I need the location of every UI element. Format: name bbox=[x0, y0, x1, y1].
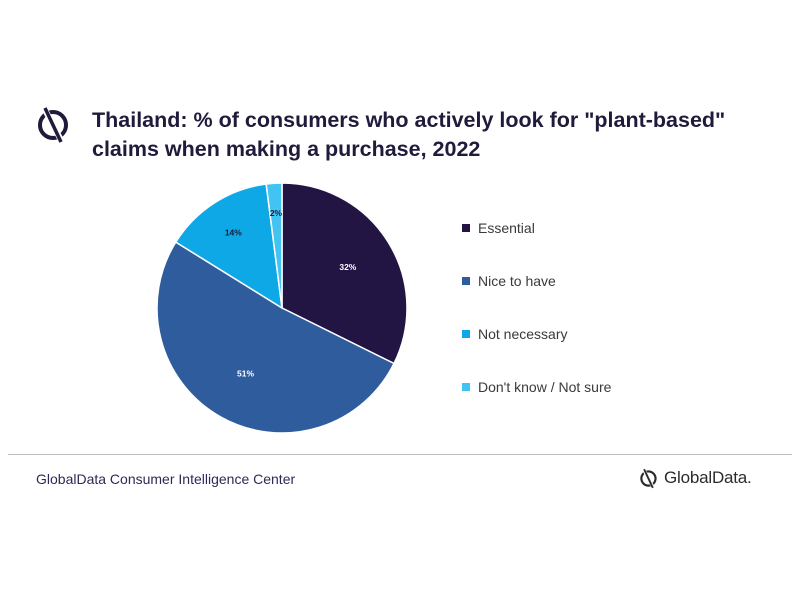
legend-swatch bbox=[462, 277, 470, 285]
chart-title: Thailand: % of consumers who actively lo… bbox=[92, 108, 726, 161]
legend-swatch bbox=[462, 224, 470, 232]
data-label: 32% bbox=[339, 262, 356, 272]
legend-swatch bbox=[462, 330, 470, 338]
pie-slice-nice-to-have bbox=[156, 241, 396, 434]
legend-item: Not necessary bbox=[462, 326, 567, 342]
pie-chart: 32% 51% 14% 2% bbox=[156, 182, 408, 434]
source-label: GlobalData Consumer Intelligence Center bbox=[36, 471, 296, 487]
pie-slice-don-t-know-not-sure bbox=[265, 182, 283, 309]
data-label: 51% bbox=[237, 369, 254, 379]
brand-name: GlobalData. bbox=[664, 468, 752, 487]
legend-item: Nice to have bbox=[462, 273, 556, 289]
brand-logo: GlobalData. bbox=[638, 463, 752, 493]
legend-swatch bbox=[462, 383, 470, 391]
legend-label: Essential bbox=[478, 220, 535, 236]
legend-label: Don't know / Not sure bbox=[478, 379, 612, 395]
footer-divider bbox=[8, 454, 792, 455]
globaldata-logo-icon bbox=[640, 467, 657, 490]
legend-item: Essential bbox=[462, 220, 535, 236]
legend-label: Nice to have bbox=[478, 273, 556, 289]
data-label: 14% bbox=[225, 227, 242, 237]
pie-slice-not-necessary bbox=[174, 183, 283, 310]
legend-item: Don't know / Not sure bbox=[462, 379, 611, 395]
pie-slice-essential bbox=[281, 182, 408, 365]
legend-label: Not necessary bbox=[478, 326, 568, 342]
globaldata-logo-icon bbox=[38, 104, 68, 146]
data-label: 2% bbox=[270, 208, 283, 218]
